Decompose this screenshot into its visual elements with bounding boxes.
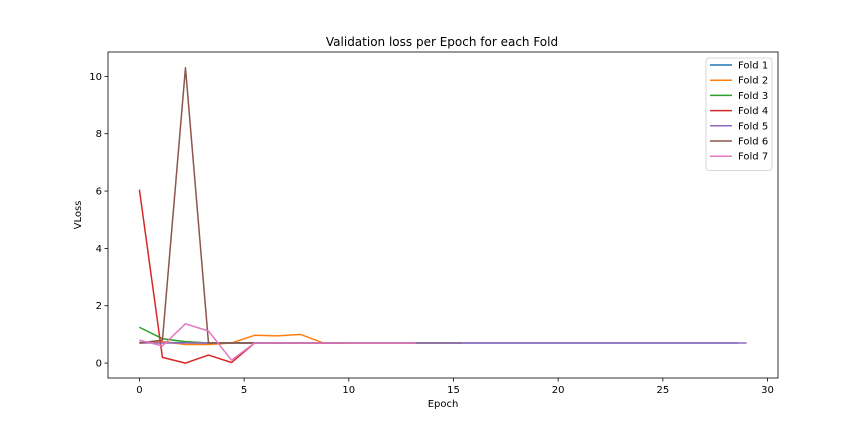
y-tick-label: 0 xyxy=(96,359,102,370)
series-layer xyxy=(138,67,747,364)
legend-label-fold-7: Fold 7 xyxy=(738,152,768,163)
y-tick-label: 4 xyxy=(96,244,102,255)
plot-frame xyxy=(107,51,779,379)
legend-label-fold-5: Fold 5 xyxy=(738,121,768,132)
series-line-fold-4 xyxy=(138,189,256,364)
x-tick-label: 25 xyxy=(656,385,669,396)
legend-label-fold-3: Fold 3 xyxy=(738,91,768,102)
legend-label-fold-6: Fold 6 xyxy=(738,137,768,148)
x-tick-label: 10 xyxy=(342,385,355,396)
legend-label-fold-2: Fold 2 xyxy=(738,76,768,87)
y-axis-ticks: 0 2 4 6 8 10 xyxy=(89,72,108,370)
y-tick-label: 6 xyxy=(96,187,102,198)
x-tick-label: 20 xyxy=(552,385,565,396)
chart-title: Validation loss per Epoch for each Fold xyxy=(326,35,558,49)
legend-label-fold-4: Fold 4 xyxy=(738,106,768,117)
x-tick-label: 15 xyxy=(447,385,460,396)
legend-box xyxy=(705,57,773,171)
legend-label-fold-1: Fold 1 xyxy=(738,61,768,72)
x-tick-label: 5 xyxy=(241,385,247,396)
x-tick-label: 30 xyxy=(761,385,774,396)
legend: Fold 1 Fold 2 Fold 3 Fold 4 Fold 5 Fold 6 Fold… xyxy=(705,57,773,171)
y-axis-label: VLoss xyxy=(73,201,84,230)
series-line-fold-6 xyxy=(139,67,347,344)
x-axis-label: Epoch xyxy=(428,399,459,410)
x-tick-label: 0 xyxy=(136,385,142,396)
y-tick-label: 2 xyxy=(96,301,102,312)
y-tick-label: 8 xyxy=(96,129,102,140)
x-axis-ticks: 0 5 10 15 20 25 30 xyxy=(136,378,774,396)
y-tick-label: 10 xyxy=(89,72,102,83)
series-line-fold-7 xyxy=(139,323,416,361)
